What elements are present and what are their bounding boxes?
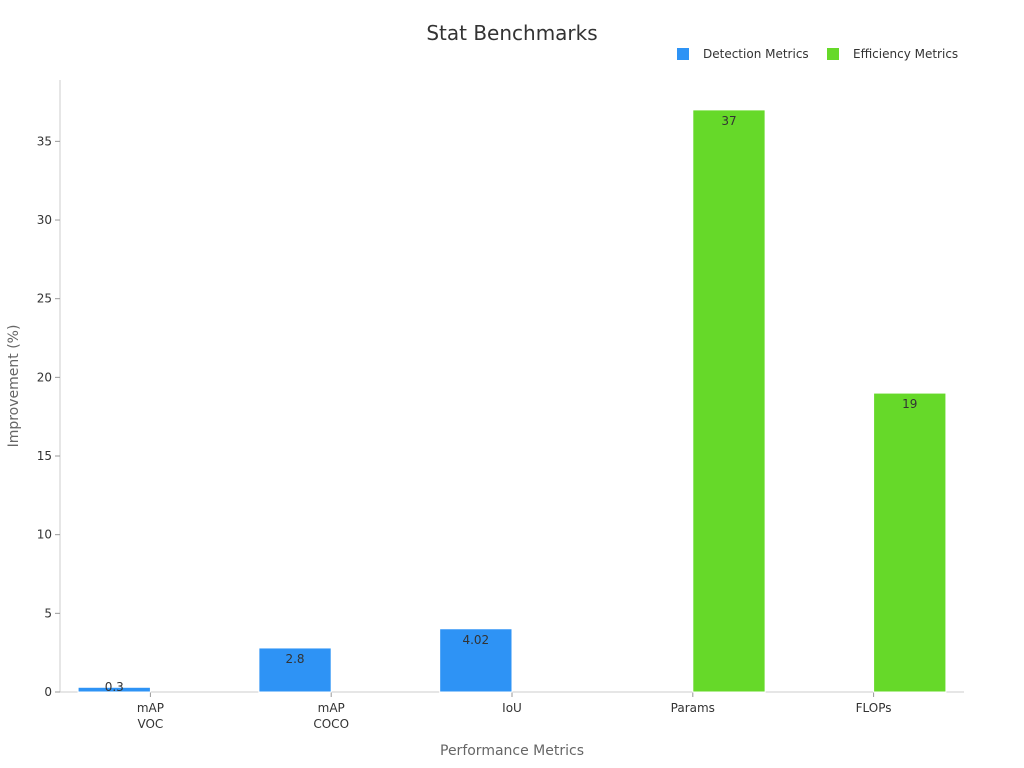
x-tick-label: Params <box>671 701 715 715</box>
x-tick-label-line: Params <box>671 701 715 715</box>
bar-detection-metrics <box>439 628 513 693</box>
x-tick-label: IoU <box>502 701 522 715</box>
x-tick-label-line: IoU <box>502 701 522 715</box>
x-tick-label: mAP COCO <box>313 701 349 731</box>
data-label: 4.02 <box>462 633 489 647</box>
bar-detection-metrics <box>258 647 332 693</box>
bar-efficiency-metrics <box>692 109 766 693</box>
data-label: 0.3 <box>105 680 124 694</box>
data-label: 37 <box>721 114 736 128</box>
legend-label: Efficiency Metrics <box>853 47 958 61</box>
bar-efficiency-metrics <box>873 392 947 693</box>
x-axis: mAP VOC mAP COCO IoU Params FLOPs <box>60 691 964 731</box>
x-tick-label: mAP VOC <box>137 701 164 731</box>
y-tick-label: 30 <box>37 213 52 227</box>
bars-group <box>77 109 947 693</box>
legend: Detection Metrics Efficiency Metrics <box>677 47 958 61</box>
legend-label: Detection Metrics <box>703 47 809 61</box>
y-tick-label: 25 <box>37 292 52 306</box>
data-label: 19 <box>902 397 917 411</box>
legend-swatch <box>827 48 839 60</box>
x-axis-title: Performance Metrics <box>440 743 584 759</box>
x-tick-label-line: COCO <box>313 717 349 731</box>
y-tick-label: 5 <box>44 606 52 620</box>
data-labels-group: 0.3 2.8 4.02 37 19 <box>105 114 918 694</box>
y-axis: 0 5 10 15 20 25 30 35 <box>37 80 61 699</box>
y-tick-label: 35 <box>37 134 52 148</box>
legend-swatch <box>677 48 689 60</box>
y-tick-label: 15 <box>37 449 52 463</box>
bar-detection-metrics <box>77 686 151 693</box>
x-tick-label-line: mAP <box>318 701 345 715</box>
y-tick-label: 10 <box>37 528 52 542</box>
x-tick-label: FLOPs <box>856 701 892 715</box>
y-tick-label: 20 <box>37 370 52 384</box>
data-label: 2.8 <box>285 652 304 666</box>
x-tick-label-line: mAP <box>137 701 164 715</box>
y-tick-label: 0 <box>44 685 52 699</box>
chart-title: Stat Benchmarks <box>426 21 597 45</box>
x-tick-label-line: FLOPs <box>856 701 892 715</box>
y-axis-title: Improvement (%) <box>6 325 22 448</box>
x-tick-label-line: VOC <box>137 717 163 731</box>
